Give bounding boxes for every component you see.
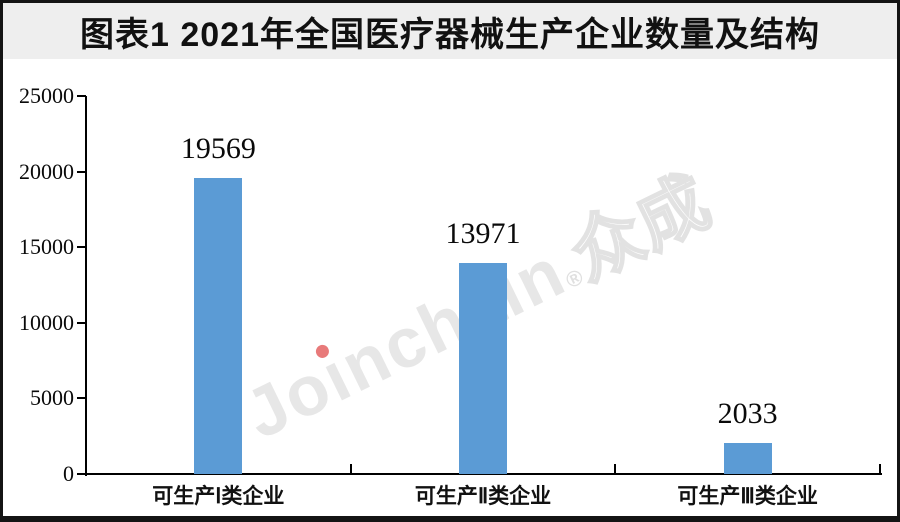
y-axis-tick-label: 10000	[19, 309, 74, 335]
watermark-text-tail: nchain	[329, 232, 577, 407]
bar-value-label: 13971	[445, 216, 521, 250]
bar-value-label: 19569	[180, 132, 256, 166]
y-axis-tick	[77, 321, 86, 324]
y-axis-tick-label: 0	[63, 461, 74, 486]
x-axis-end-tick	[879, 464, 881, 474]
bar-value-label: 2033	[717, 397, 778, 431]
bar-1	[194, 178, 243, 474]
y-axis-tick	[77, 170, 86, 173]
y-axis-tick	[77, 246, 86, 249]
y-axis-tick-label: 15000	[19, 234, 74, 260]
chart-title-banner: 图表1 2021年全国医疗器械生产企业数量及结构	[3, 3, 897, 59]
y-axis-tick	[77, 95, 86, 97]
y-axis-tick	[77, 473, 86, 475]
y-axis-tick-label: 5000	[30, 385, 74, 411]
bar-2	[459, 262, 507, 474]
y-axis-tick	[77, 397, 86, 400]
y-axis-tick-label: 20000	[19, 158, 74, 184]
x-axis-boundary-tick	[349, 464, 352, 474]
x-axis-category-label: 可生产Ⅱ类企业	[414, 485, 552, 508]
watermark-text-cjk: 众成	[558, 160, 724, 296]
chart-title: 图表1 2021年全国医疗器械生产企业数量及结构	[80, 15, 820, 54]
x-axis-category-label: 可生产Ⅲ类企业	[677, 485, 818, 508]
y-axis-line	[85, 96, 87, 476]
y-axis-tick-label: 25000	[19, 83, 74, 108]
x-axis-line	[85, 473, 882, 475]
x-axis-boundary-tick	[614, 464, 617, 474]
x-axis-category-label: 可生产Ⅰ类企业	[152, 485, 285, 508]
bar-3	[723, 443, 772, 474]
